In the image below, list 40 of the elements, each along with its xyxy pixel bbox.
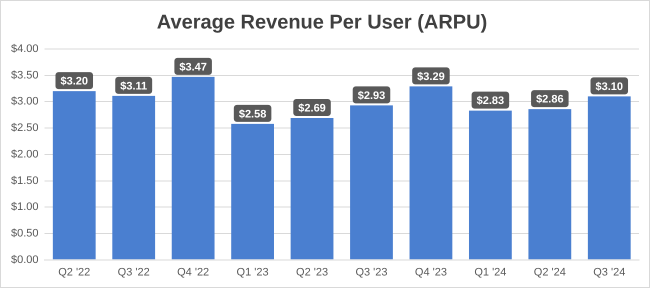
- x-tick-label: Q3 '23: [355, 266, 388, 278]
- data-label: $3.47: [179, 61, 207, 74]
- data-label: $3.11: [120, 80, 148, 92]
- x-tick-label: Q2 '24: [534, 266, 566, 278]
- y-tick-label: $2.50: [10, 122, 39, 134]
- bar: [290, 118, 334, 260]
- data-label: $3.10: [596, 80, 624, 93]
- x-tick-label: Q1 '24: [474, 266, 506, 278]
- y-tick-label: $2.00: [10, 148, 39, 160]
- y-tick-label: $3.50: [10, 69, 39, 82]
- bar: [410, 86, 452, 260]
- y-tick-label: $4.00: [10, 43, 39, 56]
- x-tick-label: Q1 '23: [236, 266, 269, 278]
- bar: [528, 109, 572, 260]
- bar: [231, 124, 274, 260]
- data-label: $3.20: [60, 76, 88, 88]
- x-tick-label: Q3 '22: [118, 266, 150, 278]
- bar: [588, 96, 631, 260]
- bar: [172, 76, 215, 260]
- bar: [112, 96, 156, 260]
- bar: [468, 110, 512, 260]
- x-tick-label: Q4 '22: [177, 266, 210, 278]
- x-tick-label: Q3 '24: [593, 266, 626, 278]
- data-label: $3.29: [417, 70, 445, 83]
- y-tick-label: $0.00: [10, 254, 39, 266]
- data-label: $2.93: [358, 90, 386, 102]
- x-tick-label: Q2 '23: [296, 266, 328, 278]
- y-tick-label: $1.50: [10, 174, 39, 187]
- bar: [350, 105, 393, 260]
- x-tick-label: Q4 '23: [414, 266, 447, 278]
- y-tick-label: $0.50: [10, 227, 39, 240]
- y-tick-label: $1.00: [10, 201, 39, 214]
- data-label: $2.69: [298, 102, 326, 115]
- y-tick-label: $3.00: [10, 96, 39, 108]
- data-label: $2.58: [238, 108, 266, 120]
- chart-title: Average Revenue Per User (ARPU): [156, 12, 488, 34]
- bar: [52, 91, 96, 260]
- data-label: $2.83: [476, 95, 504, 108]
- data-label: $2.86: [536, 94, 564, 106]
- x-tick-label: Q2 '22: [58, 266, 90, 278]
